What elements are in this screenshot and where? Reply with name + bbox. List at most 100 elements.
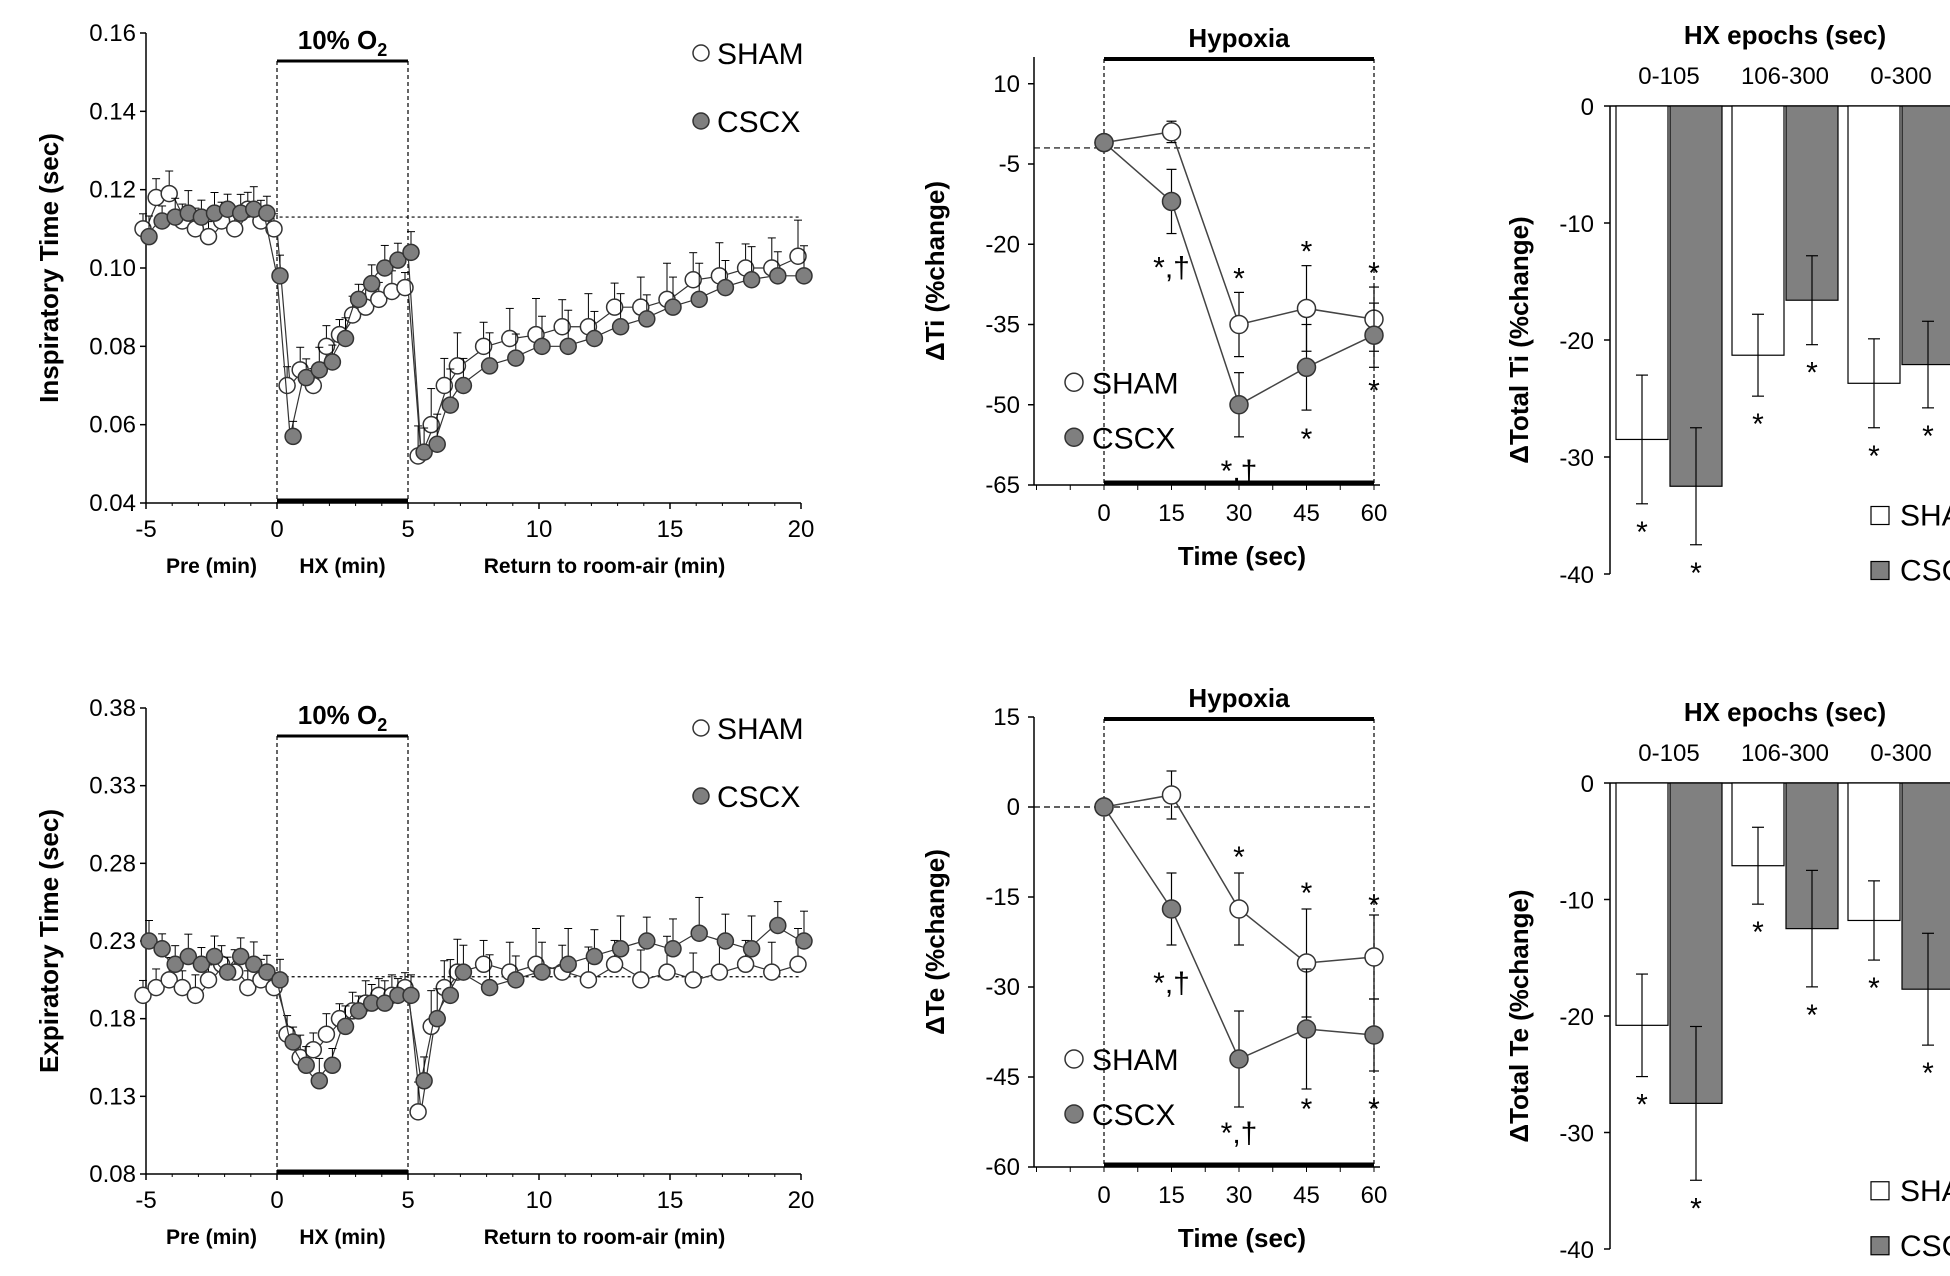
caption-return: Return to room-air (min) (484, 555, 726, 578)
data-point-sham (1364, 947, 1384, 967)
category-label: 0-300 (1870, 63, 1931, 90)
y-tick-label: -20 (1559, 1004, 1594, 1031)
data-point-cscx (716, 932, 735, 950)
y-tick-label: 0.06 (89, 412, 136, 439)
y-axis-label: ΔTotal Te (%change) (1504, 889, 1534, 1142)
y-axis-label: Expiratory Time (sec) (34, 809, 64, 1073)
data-point-cscx (140, 227, 158, 246)
bar-cscx (1901, 782, 1950, 990)
y-tick-label: -10 (1559, 888, 1594, 915)
category-label: 0-300 (1870, 740, 1931, 767)
data-point-sham (1296, 298, 1317, 319)
legend-label-sham: SHAM (1900, 1175, 1950, 1208)
legend-marker-sham (692, 44, 710, 62)
data-point-cscx (415, 1072, 433, 1090)
y-tick-label: 0.04 (89, 490, 136, 517)
data-point-cscx (611, 940, 630, 958)
data-point-cscx (284, 427, 302, 446)
significance-marker: * (1233, 841, 1245, 874)
caption-hx: HX (min) (299, 1226, 385, 1249)
hypoxia-label: Hypoxia (1188, 23, 1290, 53)
significance-marker: * (1301, 1093, 1313, 1126)
data-point-sham (199, 971, 218, 989)
significance-marker: * (1301, 877, 1313, 910)
significance-marker: * (1368, 889, 1380, 922)
significance-marker: *,† (1221, 1117, 1258, 1150)
epochs-title: HX epochs (sec) (1684, 697, 1886, 727)
data-point-sham (1229, 899, 1249, 919)
data-point-sham (684, 271, 702, 289)
data-point-cscx (585, 947, 604, 966)
legend-marker-sham (692, 719, 710, 737)
data-point-cscx (533, 337, 551, 356)
data-point-sham (789, 955, 807, 974)
legend-label-sham: SHAM (1092, 1044, 1179, 1077)
category-label: 0-105 (1638, 740, 1699, 767)
x-tick-label: 10 (526, 516, 553, 543)
legend-label-cscx: CSCX (717, 781, 800, 814)
data-point-sham (160, 184, 178, 203)
caption-hx: HX (min) (299, 555, 385, 578)
significance-marker: * (1301, 236, 1313, 269)
y-tick-label: -20 (985, 231, 1020, 258)
data-point-cscx (402, 243, 420, 262)
data-point-cscx (389, 251, 407, 269)
data-point-cscx (192, 955, 211, 974)
legend-marker-cscx (1870, 1236, 1890, 1256)
data-point-cscx (533, 963, 551, 981)
data-point-cscx (1094, 132, 1114, 153)
data-point-cscx (349, 1002, 368, 1020)
y-tick-label: 0.10 (89, 255, 136, 282)
x-tick-label: 0 (270, 516, 283, 543)
data-point-sham (1229, 314, 1249, 335)
stimulus-label: 10% O2 (298, 700, 388, 735)
data-point-cscx (690, 924, 708, 942)
data-point-cscx (336, 329, 355, 348)
y-tick-label: -10 (1559, 211, 1594, 238)
legend-marker-cscx (692, 787, 710, 805)
data-point-cscx (441, 396, 460, 414)
stimulus-label-sub: 2 (377, 40, 387, 60)
x-tick-label: 60 (1361, 500, 1388, 527)
data-point-cscx (140, 932, 158, 950)
data-point-cscx (742, 940, 761, 958)
data-point-cscx (769, 916, 787, 935)
significance-marker: * (1690, 557, 1702, 590)
y-axis-label: ΔTe (%change) (920, 849, 950, 1035)
significance-marker: * (1806, 357, 1818, 390)
data-point-cscx (153, 940, 171, 958)
significance-marker: * (1636, 516, 1648, 549)
data-point-sham (658, 963, 676, 981)
data-point-cscx (310, 361, 329, 379)
data-point-sham (553, 318, 571, 336)
data-point-cscx (297, 1056, 315, 1075)
significance-marker: * (1922, 1057, 1934, 1090)
significance-marker: * (1922, 420, 1934, 453)
significance-marker: * (1690, 1192, 1702, 1225)
legend-marker-sham (1870, 1181, 1890, 1201)
data-point-sham (789, 247, 807, 265)
data-point-cscx (769, 267, 787, 285)
significance-marker: * (1368, 257, 1380, 290)
y-tick-label: -5 (999, 151, 1020, 178)
data-point-cscx (480, 978, 499, 997)
legend-marker-sham (1870, 505, 1890, 526)
data-point-sham (474, 955, 493, 974)
bar-cscx (1901, 105, 1950, 366)
x-tick-label: 0 (1097, 1182, 1110, 1209)
y-tick-label: 15 (993, 704, 1020, 731)
category-label: 106-300 (1741, 740, 1829, 767)
legend-marker-cscx (692, 112, 710, 130)
data-point-sham (134, 986, 152, 1005)
significance-marker: * (1636, 1089, 1648, 1122)
data-point-cscx (271, 267, 289, 285)
data-point-cscx (507, 971, 525, 989)
data-point-cscx (716, 278, 735, 297)
data-point-cscx (245, 955, 263, 974)
legend-marker-sham (1064, 372, 1084, 393)
category-label: 106-300 (1741, 63, 1829, 90)
data-point-sham (579, 971, 598, 989)
y-tick-label: -45 (985, 1064, 1020, 1091)
y-axis-label: Inspiratory Time (sec) (34, 133, 64, 403)
